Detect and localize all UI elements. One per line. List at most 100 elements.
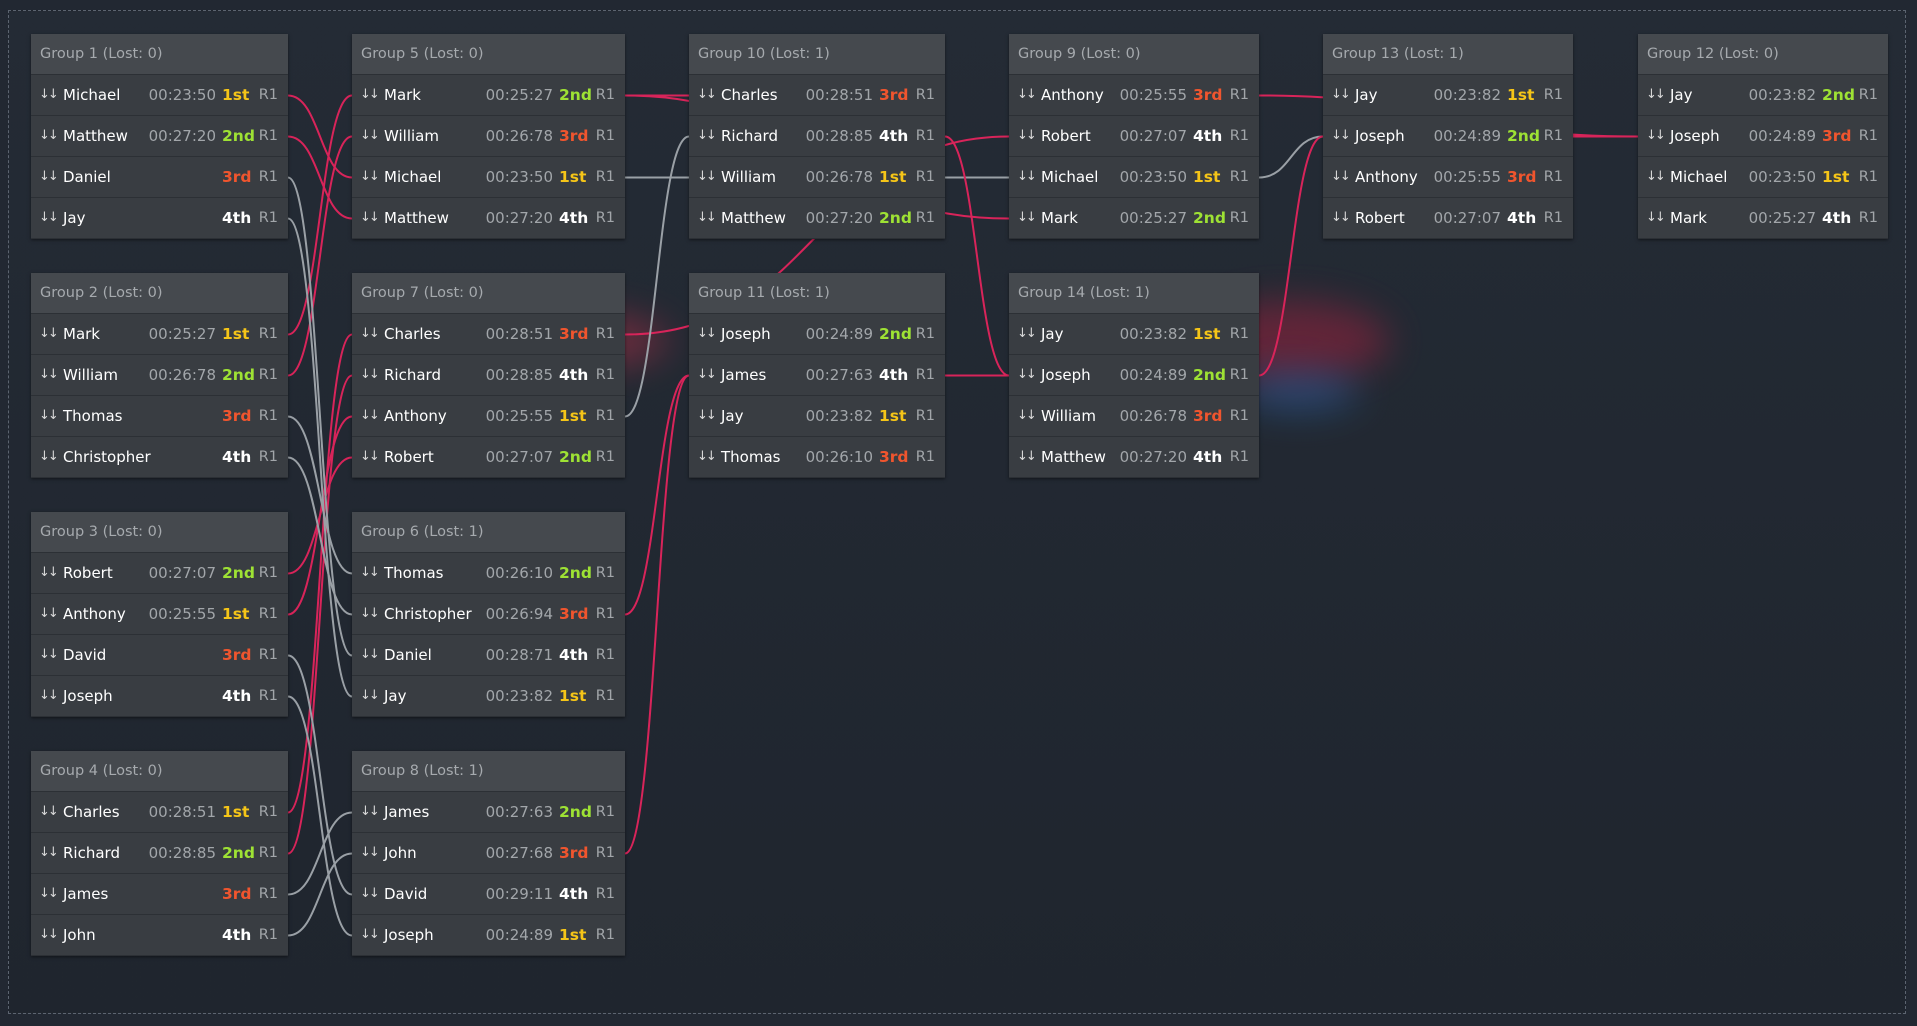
participant-row[interactable]: ↓↓ Joseph 00:24:89 3rd R1 [1638,116,1888,157]
participant-row[interactable]: ↓↓ Matthew 00:27:20 4th R1 [1009,437,1259,478]
swap-vertical-arrows-icon[interactable]: ↓↓ [1017,128,1037,143]
participant-row[interactable]: ↓↓ Richard 00:28:85 4th R1 [352,355,625,396]
swap-vertical-arrows-icon[interactable]: ↓↓ [697,367,717,382]
swap-vertical-arrows-icon[interactable]: ↓↓ [1017,87,1037,102]
swap-vertical-arrows-icon[interactable]: ↓↓ [39,449,59,464]
swap-vertical-arrows-icon[interactable]: ↓↓ [1646,169,1666,184]
swap-vertical-arrows-icon[interactable]: ↓↓ [39,927,59,942]
swap-vertical-arrows-icon[interactable]: ↓↓ [39,128,59,143]
participant-row[interactable]: ↓↓ William 00:26:78 2nd R1 [31,355,288,396]
swap-vertical-arrows-icon[interactable]: ↓↓ [697,210,717,225]
participant-row[interactable]: ↓↓ Matthew 00:27:20 4th R1 [352,198,625,239]
swap-vertical-arrows-icon[interactable]: ↓↓ [360,688,380,703]
swap-vertical-arrows-icon[interactable]: ↓↓ [39,688,59,703]
participant-row[interactable]: ↓↓ Anthony 00:25:55 1st R1 [352,396,625,437]
participant-row[interactable]: ↓↓ Robert 00:27:07 4th R1 [1009,116,1259,157]
participant-row[interactable]: ↓↓ James 3rd R1 [31,874,288,915]
swap-vertical-arrows-icon[interactable]: ↓↓ [360,408,380,423]
swap-vertical-arrows-icon[interactable]: ↓↓ [360,367,380,382]
swap-vertical-arrows-icon[interactable]: ↓↓ [360,845,380,860]
swap-vertical-arrows-icon[interactable]: ↓↓ [697,326,717,341]
swap-vertical-arrows-icon[interactable]: ↓↓ [360,449,380,464]
participant-row[interactable]: ↓↓ Anthony 00:25:55 3rd R1 [1009,75,1259,116]
participant-row[interactable]: ↓↓ Jay 00:23:82 1st R1 [352,676,625,717]
swap-vertical-arrows-icon[interactable]: ↓↓ [39,886,59,901]
participant-row[interactable]: ↓↓ Robert 00:27:07 2nd R1 [31,553,288,594]
swap-vertical-arrows-icon[interactable]: ↓↓ [697,169,717,184]
participant-row[interactable]: ↓↓ Anthony 00:25:55 1st R1 [31,594,288,635]
swap-vertical-arrows-icon[interactable]: ↓↓ [1331,128,1351,143]
swap-vertical-arrows-icon[interactable]: ↓↓ [1646,87,1666,102]
swap-vertical-arrows-icon[interactable]: ↓↓ [360,169,380,184]
participant-row[interactable]: ↓↓ Michael 00:23:50 1st R1 [352,157,625,198]
participant-row[interactable]: ↓↓ Michael 00:23:50 1st R1 [31,75,288,116]
participant-row[interactable]: ↓↓ John 4th R1 [31,915,288,956]
participant-row[interactable]: ↓↓ Daniel 3rd R1 [31,157,288,198]
swap-vertical-arrows-icon[interactable]: ↓↓ [1331,87,1351,102]
participant-row[interactable]: ↓↓ James 00:27:63 2nd R1 [352,792,625,833]
participant-row[interactable]: ↓↓ Daniel 00:28:71 4th R1 [352,635,625,676]
swap-vertical-arrows-icon[interactable]: ↓↓ [697,128,717,143]
participant-row[interactable]: ↓↓ Mark 00:25:27 2nd R1 [352,75,625,116]
participant-row[interactable]: ↓↓ William 00:26:78 3rd R1 [352,116,625,157]
participant-row[interactable]: ↓↓ Matthew 00:27:20 2nd R1 [689,198,945,239]
participant-row[interactable]: ↓↓ Anthony 00:25:55 3rd R1 [1323,157,1573,198]
participant-row[interactable]: ↓↓ Thomas 3rd R1 [31,396,288,437]
swap-vertical-arrows-icon[interactable]: ↓↓ [1646,210,1666,225]
participant-row[interactable]: ↓↓ Joseph 00:24:89 2nd R1 [1323,116,1573,157]
participant-row[interactable]: ↓↓ Joseph 00:24:89 2nd R1 [689,314,945,355]
swap-vertical-arrows-icon[interactable]: ↓↓ [360,326,380,341]
participant-row[interactable]: ↓↓ James 00:27:63 4th R1 [689,355,945,396]
swap-vertical-arrows-icon[interactable]: ↓↓ [697,449,717,464]
swap-vertical-arrows-icon[interactable]: ↓↓ [360,927,380,942]
participant-row[interactable]: ↓↓ Robert 00:27:07 4th R1 [1323,198,1573,239]
participant-row[interactable]: ↓↓ John 00:27:68 3rd R1 [352,833,625,874]
swap-vertical-arrows-icon[interactable]: ↓↓ [39,408,59,423]
participant-row[interactable]: ↓↓ Jay 00:23:82 1st R1 [689,396,945,437]
swap-vertical-arrows-icon[interactable]: ↓↓ [360,804,380,819]
swap-vertical-arrows-icon[interactable]: ↓↓ [360,606,380,621]
participant-row[interactable]: ↓↓ Thomas 00:26:10 2nd R1 [352,553,625,594]
participant-row[interactable]: ↓↓ Charles 00:28:51 3rd R1 [689,75,945,116]
swap-vertical-arrows-icon[interactable]: ↓↓ [39,647,59,662]
participant-row[interactable]: ↓↓ David 3rd R1 [31,635,288,676]
swap-vertical-arrows-icon[interactable]: ↓↓ [1646,128,1666,143]
swap-vertical-arrows-icon[interactable]: ↓↓ [39,804,59,819]
participant-row[interactable]: ↓↓ Jay 00:23:82 1st R1 [1009,314,1259,355]
participant-row[interactable]: ↓↓ William 00:26:78 1st R1 [689,157,945,198]
swap-vertical-arrows-icon[interactable]: ↓↓ [360,210,380,225]
swap-vertical-arrows-icon[interactable]: ↓↓ [1331,169,1351,184]
swap-vertical-arrows-icon[interactable]: ↓↓ [39,210,59,225]
swap-vertical-arrows-icon[interactable]: ↓↓ [697,87,717,102]
participant-row[interactable]: ↓↓ Joseph 4th R1 [31,676,288,717]
participant-row[interactable]: ↓↓ Richard 00:28:85 4th R1 [689,116,945,157]
participant-row[interactable]: ↓↓ Thomas 00:26:10 3rd R1 [689,437,945,478]
participant-row[interactable]: ↓↓ Michael 00:23:50 1st R1 [1009,157,1259,198]
participant-row[interactable]: ↓↓ David 00:29:11 4th R1 [352,874,625,915]
swap-vertical-arrows-icon[interactable]: ↓↓ [360,87,380,102]
swap-vertical-arrows-icon[interactable]: ↓↓ [39,169,59,184]
swap-vertical-arrows-icon[interactable]: ↓↓ [360,565,380,580]
swap-vertical-arrows-icon[interactable]: ↓↓ [39,326,59,341]
participant-row[interactable]: ↓↓ Jay 4th R1 [31,198,288,239]
participant-row[interactable]: ↓↓ Michael 00:23:50 1st R1 [1638,157,1888,198]
swap-vertical-arrows-icon[interactable]: ↓↓ [39,87,59,102]
swap-vertical-arrows-icon[interactable]: ↓↓ [39,565,59,580]
swap-vertical-arrows-icon[interactable]: ↓↓ [1017,449,1037,464]
swap-vertical-arrows-icon[interactable]: ↓↓ [1017,408,1037,423]
participant-row[interactable]: ↓↓ Jay 00:23:82 2nd R1 [1638,75,1888,116]
participant-row[interactable]: ↓↓ Mark 00:25:27 4th R1 [1638,198,1888,239]
swap-vertical-arrows-icon[interactable]: ↓↓ [1017,367,1037,382]
participant-row[interactable]: ↓↓ Christopher 4th R1 [31,437,288,478]
participant-row[interactable]: ↓↓ Jay 00:23:82 1st R1 [1323,75,1573,116]
participant-row[interactable]: ↓↓ Charles 00:28:51 3rd R1 [352,314,625,355]
swap-vertical-arrows-icon[interactable]: ↓↓ [1017,210,1037,225]
participant-row[interactable]: ↓↓ Matthew 00:27:20 2nd R1 [31,116,288,157]
participant-row[interactable]: ↓↓ William 00:26:78 3rd R1 [1009,396,1259,437]
swap-vertical-arrows-icon[interactable]: ↓↓ [360,128,380,143]
participant-row[interactable]: ↓↓ Joseph 00:24:89 1st R1 [352,915,625,956]
swap-vertical-arrows-icon[interactable]: ↓↓ [39,845,59,860]
participant-row[interactable]: ↓↓ Mark 00:25:27 2nd R1 [1009,198,1259,239]
participant-row[interactable]: ↓↓ Mark 00:25:27 1st R1 [31,314,288,355]
swap-vertical-arrows-icon[interactable]: ↓↓ [697,408,717,423]
